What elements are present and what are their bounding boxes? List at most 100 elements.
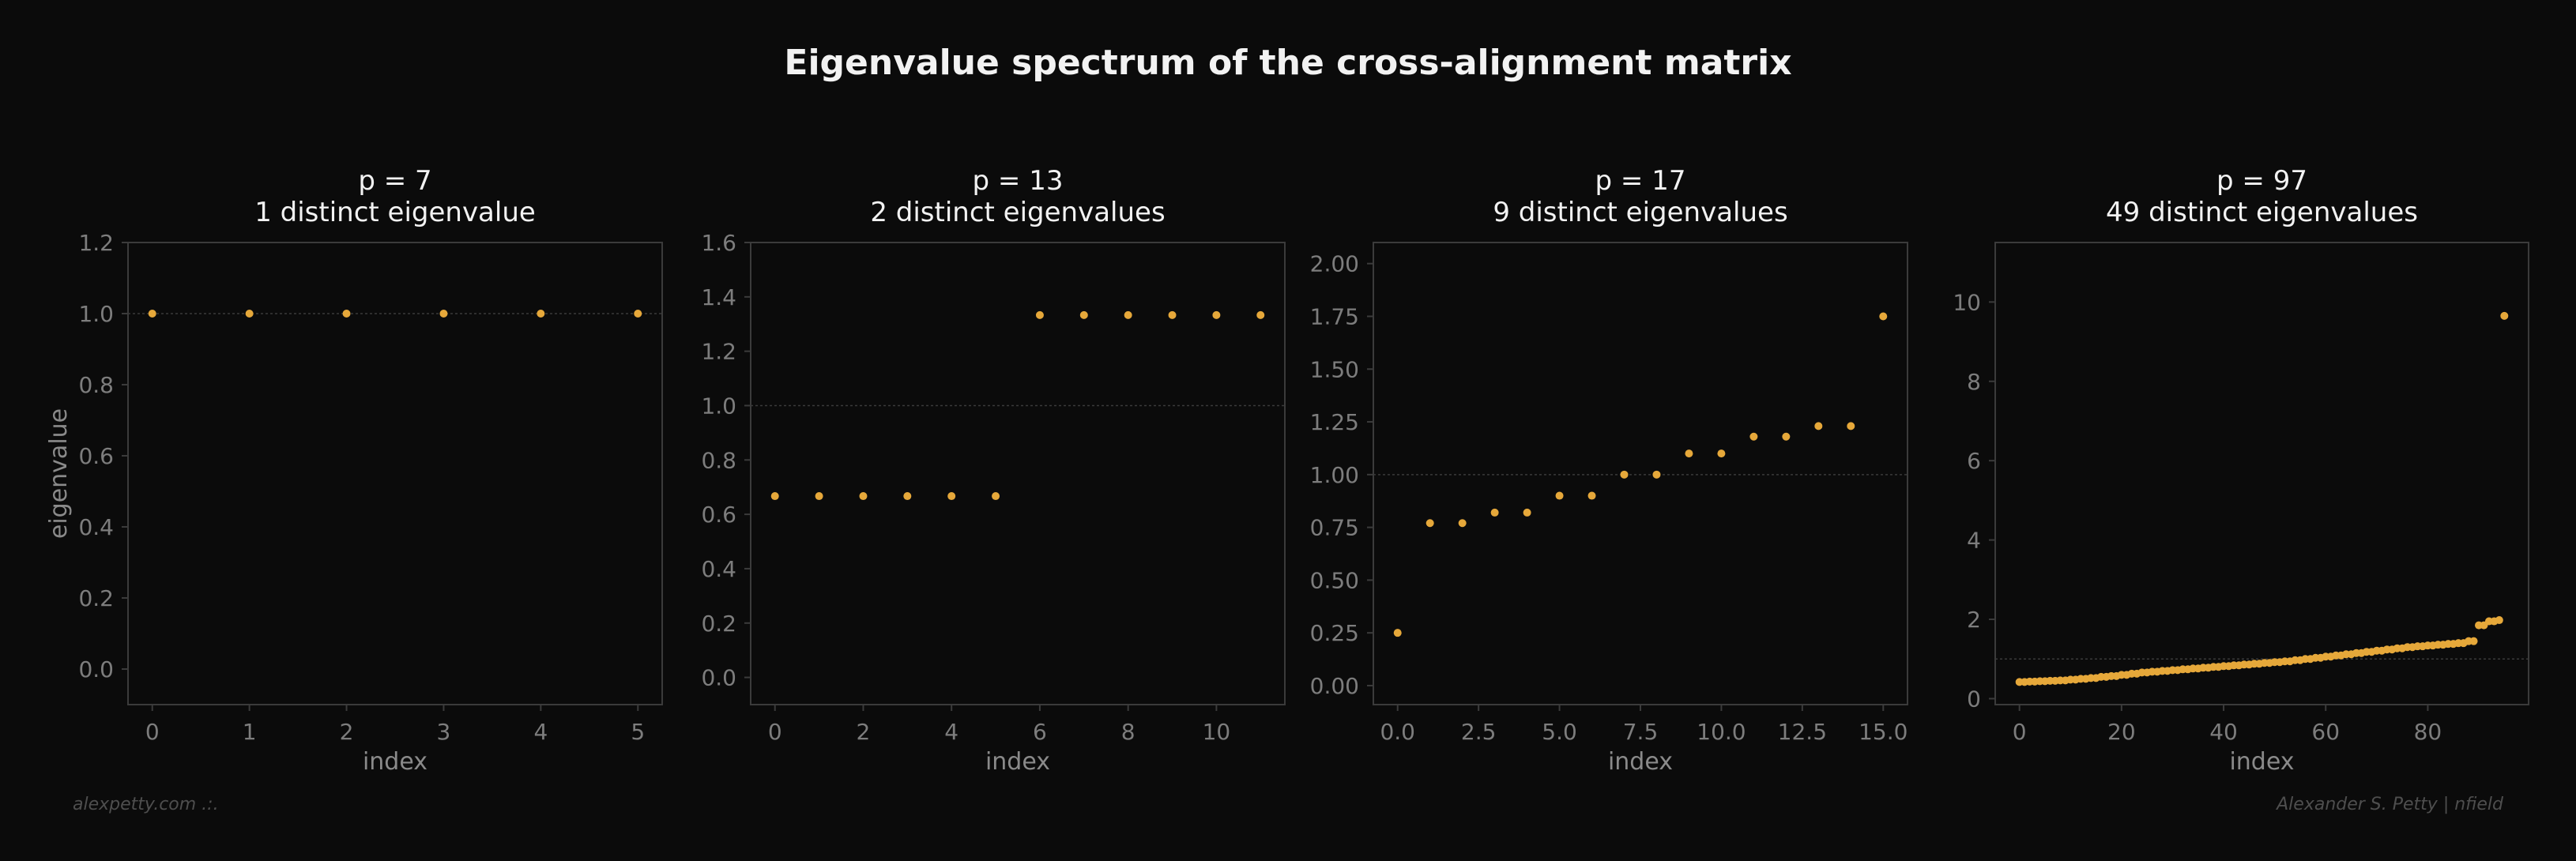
x-tick-label: 6 [1033, 719, 1047, 745]
y-tick-label: 0.8 [701, 447, 736, 473]
y-tick-label: 8 [1967, 369, 1981, 395]
y-tick-label: 1.2 [701, 339, 736, 365]
panel-3: p = 179 distinct eigenvalues 0.00 0.25 0.50… [1310, 165, 1908, 776]
panel-title-line2: 2 distinct eigenvalues [870, 197, 1165, 228]
panel-title-line2: 9 distinct eigenvalues [1493, 197, 1787, 228]
x-axis-label: index [985, 748, 1050, 776]
data-point [1847, 422, 1855, 430]
figure-title: Eigenvalue spectrum of the cross-alignme… [784, 43, 1791, 83]
plot-frame [1373, 242, 1908, 705]
y-tick-label: 1.75 [1310, 303, 1359, 329]
y-axis-label: eigenvalue [45, 408, 73, 539]
x-axis-label: index [363, 748, 427, 776]
y-tick-label: 2 [1967, 607, 1981, 633]
data-point [1035, 310, 1044, 319]
data-point [1717, 449, 1726, 458]
data-point [947, 492, 956, 501]
data-point [1124, 310, 1132, 319]
data-point [1256, 310, 1265, 319]
x-tick-label: 10.0 [1697, 719, 1746, 745]
data-point [1814, 422, 1823, 430]
data-point [342, 310, 351, 318]
y-tick-label: 1.25 [1310, 409, 1359, 435]
panel-title-line2: 49 distinct eigenvalues [2106, 197, 2418, 228]
data-point [1652, 470, 1661, 479]
data-point [903, 492, 912, 501]
data-point [1393, 629, 1402, 637]
y-tick-label: 10 [1953, 289, 1981, 315]
data-point [1523, 508, 1531, 517]
y-tick-label: 6 [1967, 448, 1981, 474]
data-point [815, 492, 823, 501]
data-point [1425, 519, 1434, 528]
y-tick-label: 4 [1967, 528, 1981, 554]
x-axis-label: index [2229, 748, 2294, 776]
data-point [859, 492, 868, 501]
data-point [1587, 491, 1596, 500]
x-tick-label: 0.0 [1380, 719, 1415, 745]
data-point [148, 310, 156, 318]
x-tick-label: 0 [2013, 719, 2027, 745]
data-point [1782, 432, 1791, 441]
footer-right: Alexander S. Petty | nfield [2275, 795, 2504, 814]
x-tick-label: 5 [631, 719, 645, 745]
x-tick-label: 2.5 [1461, 719, 1497, 745]
x-tick-label: 5.0 [1542, 719, 1577, 745]
x-tick-label: 4 [944, 719, 958, 745]
x-tick-label: 10 [1203, 719, 1231, 745]
panel-1: p = 71 distinct eigenvalue 0.0 0.2 0.4 0.6 0.… [45, 165, 663, 776]
y-tick-label: 0.75 [1310, 515, 1359, 541]
data-point [992, 492, 1000, 501]
y-tick-label: 0.4 [78, 514, 114, 540]
y-tick-label: 0.00 [1310, 673, 1359, 699]
y-tick-label: 0.6 [701, 502, 736, 528]
y-tick-label: 0.50 [1310, 567, 1359, 593]
x-tick-label: 20 [2107, 719, 2136, 745]
panel-title-line1: p = 97 [2216, 165, 2307, 197]
y-tick-label: 0 [1967, 686, 1981, 712]
y-tick-label: 0.2 [78, 585, 114, 611]
panels: p = 71 distinct eigenvalue 0.0 0.2 0.4 0.6 0.… [45, 165, 2529, 776]
panel-title-line1: p = 17 [1595, 165, 1686, 197]
data-point [1749, 432, 1758, 441]
y-tick-label: 1.2 [78, 230, 114, 256]
plot-frame [127, 242, 663, 705]
data-point [1555, 491, 1564, 500]
y-tick-label: 1.4 [701, 284, 736, 310]
x-tick-label: 8 [1121, 719, 1135, 745]
panel-title-line1: p = 7 [358, 165, 431, 197]
data-point [1620, 470, 1629, 479]
x-axis-label: index [1608, 748, 1673, 776]
x-tick-label: 2 [340, 719, 354, 745]
y-tick-label: 1.6 [701, 230, 736, 256]
panel-title-line2: 1 distinct eigenvalue [254, 197, 536, 228]
x-tick-label: 80 [2414, 719, 2442, 745]
x-tick-label: 15.0 [1859, 719, 1908, 745]
y-tick-label: 1.0 [701, 393, 736, 419]
data-point [1168, 310, 1177, 319]
y-tick-label: 1.50 [1310, 356, 1359, 382]
y-tick-label: 0.6 [78, 443, 114, 469]
panel-title-line1: p = 13 [973, 165, 1064, 197]
data-point [634, 310, 642, 318]
x-tick-label: 12.5 [1778, 719, 1827, 745]
x-tick-label: 7.5 [1623, 719, 1659, 745]
y-tick-label: 1.00 [1310, 462, 1359, 488]
data-point [2495, 616, 2503, 625]
data-point [1458, 519, 1467, 528]
y-tick-label: 0.8 [78, 372, 114, 398]
data-point [537, 310, 545, 318]
data-point [1490, 508, 1499, 517]
data-point [1212, 310, 1221, 319]
x-tick-label: 1 [243, 719, 257, 745]
y-tick-label: 0.0 [701, 665, 736, 691]
x-tick-label: 2 [857, 719, 871, 745]
x-tick-label: 0 [145, 719, 160, 745]
y-tick-label: 0.2 [701, 611, 736, 637]
x-tick-label: 4 [533, 719, 548, 745]
data-point [1879, 312, 1888, 321]
plot-frame [750, 242, 1286, 705]
x-tick-label: 60 [2311, 719, 2340, 745]
